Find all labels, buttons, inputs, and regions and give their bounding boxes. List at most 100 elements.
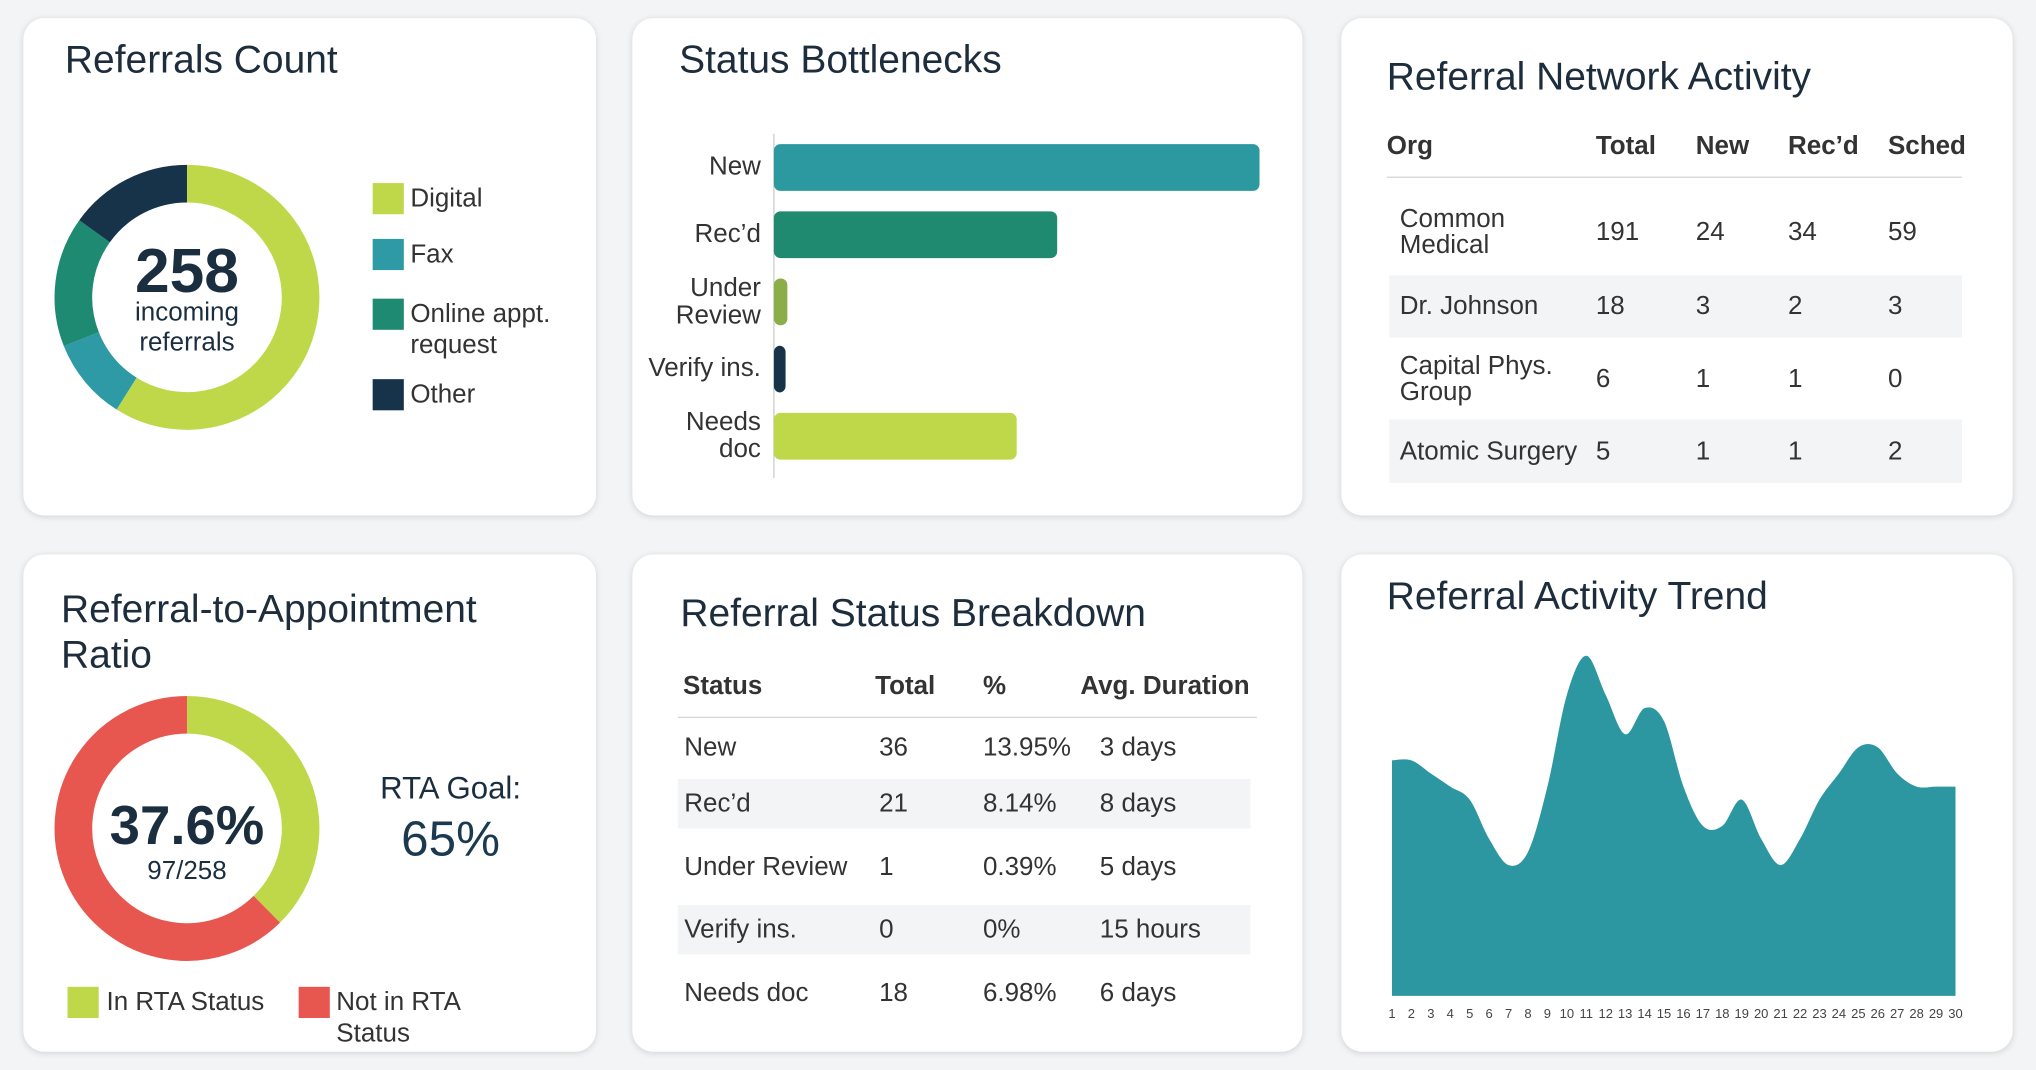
donut-segment [116,164,320,430]
table-cell: 18 [879,978,908,1007]
legend-swatch [372,379,404,411]
bar [773,278,788,326]
bar [773,144,1260,191]
table-cell: 0 [879,915,894,944]
column-header: Total [875,671,936,701]
column-header: Org [1386,131,1433,161]
x-tick-label: 29 [1929,1006,1943,1021]
legend-swatch [372,298,404,330]
legend-swatch [372,183,404,215]
y-tick-label: Rec’d [694,219,761,249]
card-title: Referrals Count [64,38,338,82]
table-cell: Atomic Surgery [1399,436,1578,466]
table-cell: 59 [1887,217,1917,247]
table-cell: 1 [1787,364,1803,393]
table-cell: 13.95% [982,733,1072,763]
table-cell: New [684,733,737,763]
y-tick-label: Needs doc [685,407,761,464]
card-title: Referral Network Activity [1386,55,1812,99]
table-cell: 3 [1887,292,1903,321]
row-band [1389,419,1962,484]
table-cell: 1 [1787,436,1803,466]
table-cell: 0% [982,915,1021,944]
column-header: Rec’d [1787,131,1859,161]
table-cell: 6 [1595,364,1611,393]
legend-label: In RTA Status [106,988,265,1017]
x-tick-label: 22 [1793,1006,1807,1021]
x-tick-label: 9 [1544,1006,1551,1021]
table-cell: Common Medical [1399,204,1506,260]
legend-swatch [298,986,330,1019]
x-tick-label: 19 [1735,1006,1749,1021]
donut-segment [54,695,281,961]
x-tick-label: 12 [1598,1006,1612,1021]
column-header: Sched [1887,131,1966,161]
x-tick-label: 1 [1388,1006,1395,1021]
column-header: Avg. Duration [1080,671,1250,701]
card-title: Status Bottlenecks [679,38,1002,82]
donut-segment [63,331,138,410]
row-band [1389,275,1962,338]
row-band [677,779,1251,829]
center-value: 258 [134,237,239,307]
table-cell: Capital Phys. Group [1399,351,1553,406]
x-tick-label: 24 [1832,1006,1846,1021]
x-tick-label: 21 [1773,1006,1787,1021]
x-tick-label: 13 [1618,1006,1632,1021]
x-tick-label: 16 [1676,1006,1690,1021]
card-title: Referral Status Breakdown [680,592,1146,635]
header-rule [1386,176,1962,178]
donut-segment [186,695,320,923]
table-cell: 2 [1887,436,1903,466]
center-label: 37.6% [109,794,265,856]
legend-label: Online appt. request [410,299,551,360]
row-band [677,905,1251,955]
legend-swatch [372,238,404,271]
goal-label: RTA Goal: [380,771,522,807]
table-cell: 24 [1695,217,1725,247]
x-tick-label: 8 [1524,1006,1531,1021]
x-tick-label: 3 [1427,1006,1434,1021]
table-cell: 18 [1595,292,1625,321]
x-tick-label: 6 [1486,1006,1493,1021]
center-label: incoming referrals [135,298,239,358]
table-cell: Under Review [684,852,848,882]
table-cell: 5 [1595,436,1611,466]
table-cell: 15 hours [1099,915,1201,944]
header-rule [677,716,1257,719]
legend-label: Fax [410,240,454,269]
legend-label: Not in RTA Status [336,988,460,1048]
area [1391,655,1956,996]
bar [773,211,1058,259]
legend-label: Digital [410,184,483,213]
x-tick-label: 15 [1657,1006,1671,1021]
column-header: Total [1595,131,1656,161]
y-tick-label: New [708,152,761,182]
x-tick-label: 27 [1890,1006,1904,1021]
x-tick-label: 17 [1696,1006,1710,1021]
x-tick-label: 4 [1447,1006,1454,1021]
table-cell: 0 [1887,364,1903,393]
table-cell: 8 days [1099,789,1177,819]
donut-segment [54,220,111,347]
x-tick-label: 26 [1871,1006,1885,1021]
bar [773,412,1017,460]
x-tick-label: 7 [1505,1006,1512,1021]
y-tick-label: Under Review [675,273,761,330]
table-cell: 1 [1695,436,1711,466]
legend-swatch [67,986,99,1019]
table-cell: 0.39% [982,852,1057,882]
table-cell: 21 [879,789,908,819]
table-cell: 5 days [1099,852,1177,882]
table-cell: 8.14% [982,789,1057,819]
x-tick-label: 11 [1580,1006,1593,1021]
table-cell: Rec’d [684,789,751,819]
card-title: Referral Activity Trend [1386,575,1768,619]
table-cell: Verify ins. [684,915,797,944]
table-cell: 3 [1695,292,1711,321]
table-cell: 36 [879,733,908,763]
y-tick-label: Verify ins. [648,354,761,383]
x-tick-label: 20 [1754,1006,1768,1021]
